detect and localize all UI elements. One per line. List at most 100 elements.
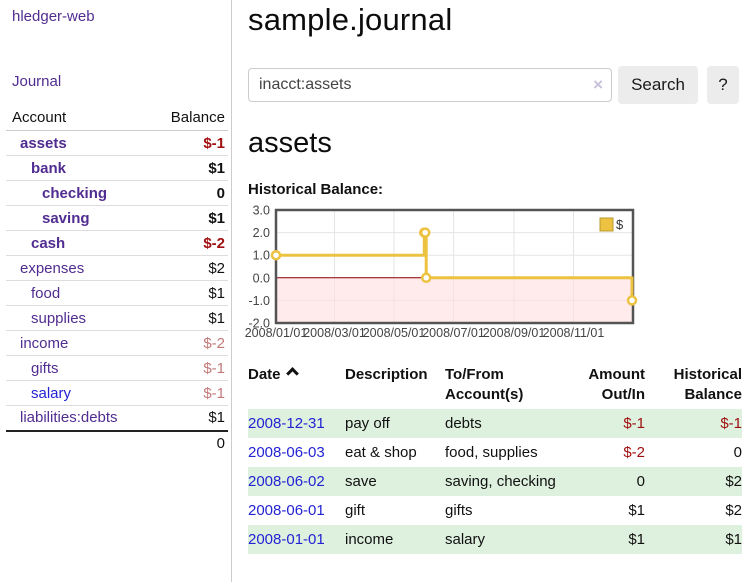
transaction-accounts: saving, checking: [445, 473, 556, 490]
account-balance: $1: [147, 205, 228, 231]
account-link[interactable]: assets: [20, 134, 67, 152]
register-header-description: Description: [345, 366, 428, 383]
legend-label: $: [616, 217, 624, 232]
account-balance: $1: [147, 155, 228, 181]
transaction-balance: $1: [725, 531, 742, 548]
transaction-amount: $-1: [623, 415, 645, 432]
transaction-amount: 0: [636, 473, 645, 490]
historical-balance-chart: $3.0 2.0 1.0 0.0 -1.0 -2.02008/01/012008/03/0…: [245, 204, 638, 340]
transaction-accounts: debts: [445, 415, 482, 432]
negative-region: [276, 277, 633, 323]
y-axis-tick-label: 2.0: [253, 226, 270, 240]
account-row: cash $-2: [6, 230, 228, 256]
accounts-total-row: 0: [6, 429, 228, 456]
x-axis-tick-label: 2008/05/01: [363, 326, 426, 340]
account-balance: $1: [147, 405, 228, 431]
account-link[interactable]: food: [31, 284, 61, 302]
main-content: sample.journal × Search ? assets Histori…: [245, 0, 742, 554]
account-balance: $1: [147, 305, 228, 331]
sidebar: hledger-web Journal Account Balance asse…: [0, 0, 232, 582]
transaction-description: save: [345, 473, 377, 490]
account-balance: $2: [147, 255, 228, 281]
account-balance: $-2: [147, 330, 228, 356]
page-title: sample.journal: [248, 2, 453, 37]
sidebar-item-journal[interactable]: Journal: [12, 73, 62, 90]
plot-border: [274, 208, 635, 325]
account-link[interactable]: checking: [42, 184, 108, 202]
search-form: × Search ?: [248, 66, 742, 104]
register-row: 2008-01-01 income salary $1 $1: [248, 525, 742, 554]
register-table-body: 2008-12-31 pay off debts $-1 $-1 2008-06…: [248, 409, 742, 554]
register-table: Date Description To/From Account(s) Amou…: [248, 365, 742, 554]
account-heading: assets: [248, 127, 332, 159]
transaction-amount: $1: [628, 502, 645, 519]
accounts-header-row: Account Balance: [6, 106, 228, 131]
data-point-marker: [420, 272, 432, 284]
x-axis-tick-label: 2008/07/01: [422, 326, 485, 340]
account-balance: $-2: [147, 230, 228, 256]
clear-search-icon[interactable]: ×: [593, 75, 603, 94]
accounts-table-body: assets $-1 bank $1 checking 0 saving $1 …: [6, 130, 228, 431]
data-point-marker: [626, 295, 638, 306]
transaction-description: pay off: [345, 415, 390, 432]
account-row: saving $1: [6, 205, 228, 231]
transaction-amount: $-2: [623, 444, 645, 461]
account-row: assets $-1: [6, 130, 228, 156]
account-link[interactable]: supplies: [31, 309, 87, 327]
account-balance: 0: [147, 180, 228, 206]
transaction-date-link[interactable]: 2008-12-31: [248, 415, 325, 432]
data-point-marker: [270, 249, 282, 261]
account-row: income $-2: [6, 330, 228, 356]
account-link[interactable]: liabilities:debts: [20, 409, 118, 427]
register-row: 2008-06-03 eat & shop food, supplies $-2…: [248, 438, 742, 467]
app-title-link[interactable]: hledger-web: [12, 8, 95, 25]
transaction-date-link[interactable]: 2008-06-03: [248, 444, 325, 461]
account-link[interactable]: expenses: [20, 259, 85, 277]
transaction-date-link[interactable]: 2008-01-01: [248, 531, 325, 548]
transaction-accounts: salary: [445, 531, 486, 548]
account-row: bank $1: [6, 155, 228, 181]
y-axis-tick-label: 1.0: [253, 249, 270, 263]
search-help-button[interactable]: ?: [707, 66, 739, 104]
account-row: checking 0: [6, 180, 228, 206]
y-axis-tick-label: 0.0: [253, 271, 270, 285]
account-row: gifts $-1: [6, 355, 228, 381]
account-row: expenses $2: [6, 255, 228, 281]
account-link[interactable]: gifts: [31, 359, 59, 377]
register-header-amount: Amount Out/In: [588, 366, 645, 403]
account-link[interactable]: cash: [31, 234, 66, 252]
transaction-date-link[interactable]: 2008-06-01: [248, 502, 325, 519]
accounts-table: Account Balance assets $-1 bank $1 check…: [6, 106, 228, 456]
register-header-balance: Historical Balance: [673, 366, 742, 403]
account-row: liabilities:debts $1: [6, 405, 228, 431]
transaction-balance: 0: [733, 444, 742, 461]
account-link[interactable]: salary: [31, 384, 72, 402]
transaction-description: gift: [345, 502, 366, 519]
chart-title: Historical Balance:: [248, 181, 384, 198]
transaction-description: eat & shop: [345, 444, 417, 461]
x-axis-tick-label: 2008/01/01: [245, 326, 308, 340]
account-balance: $-1: [147, 130, 228, 156]
accounts-header-account: Account: [6, 106, 148, 131]
account-balance: $-1: [147, 380, 228, 406]
transaction-balance: $-1: [720, 415, 742, 432]
account-row: salary $-1: [6, 380, 228, 406]
account-link[interactable]: bank: [31, 159, 67, 177]
account-link[interactable]: income: [20, 334, 69, 352]
transaction-amount: $1: [628, 531, 645, 548]
register-header-date[interactable]: Date: [248, 365, 345, 409]
transaction-date-link[interactable]: 2008-06-02: [248, 473, 325, 490]
search-input[interactable]: [248, 68, 612, 102]
register-header-accounts: To/From Account(s): [445, 366, 524, 403]
accounts-header-balance: Balance: [147, 106, 228, 131]
data-point-marker: [419, 227, 431, 238]
register-header-row: Date Description To/From Account(s) Amou…: [248, 365, 742, 409]
transaction-balance: $2: [725, 502, 742, 519]
transaction-balance: $2: [725, 473, 742, 490]
legend-swatch: [599, 217, 614, 232]
account-row: food $1: [6, 280, 228, 306]
search-button[interactable]: Search: [618, 66, 698, 104]
account-link[interactable]: saving: [42, 209, 90, 227]
register-row: 2008-06-02 save saving, checking 0 $2: [248, 467, 742, 496]
transaction-accounts: gifts: [445, 502, 473, 519]
